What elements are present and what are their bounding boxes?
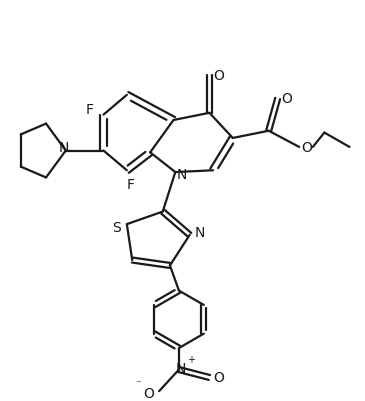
Text: N: N [59,141,69,154]
Text: O: O [213,69,224,83]
Text: N: N [195,225,205,239]
Text: N: N [176,361,186,375]
Text: O: O [143,386,154,400]
Text: O: O [213,371,224,385]
Text: F: F [86,103,94,117]
Text: F: F [126,178,134,191]
Text: O: O [281,92,292,106]
Text: ⁻: ⁻ [135,378,141,388]
Text: +: + [188,354,196,364]
Text: O: O [302,141,312,154]
Text: N: N [177,168,187,181]
Text: S: S [112,221,121,235]
